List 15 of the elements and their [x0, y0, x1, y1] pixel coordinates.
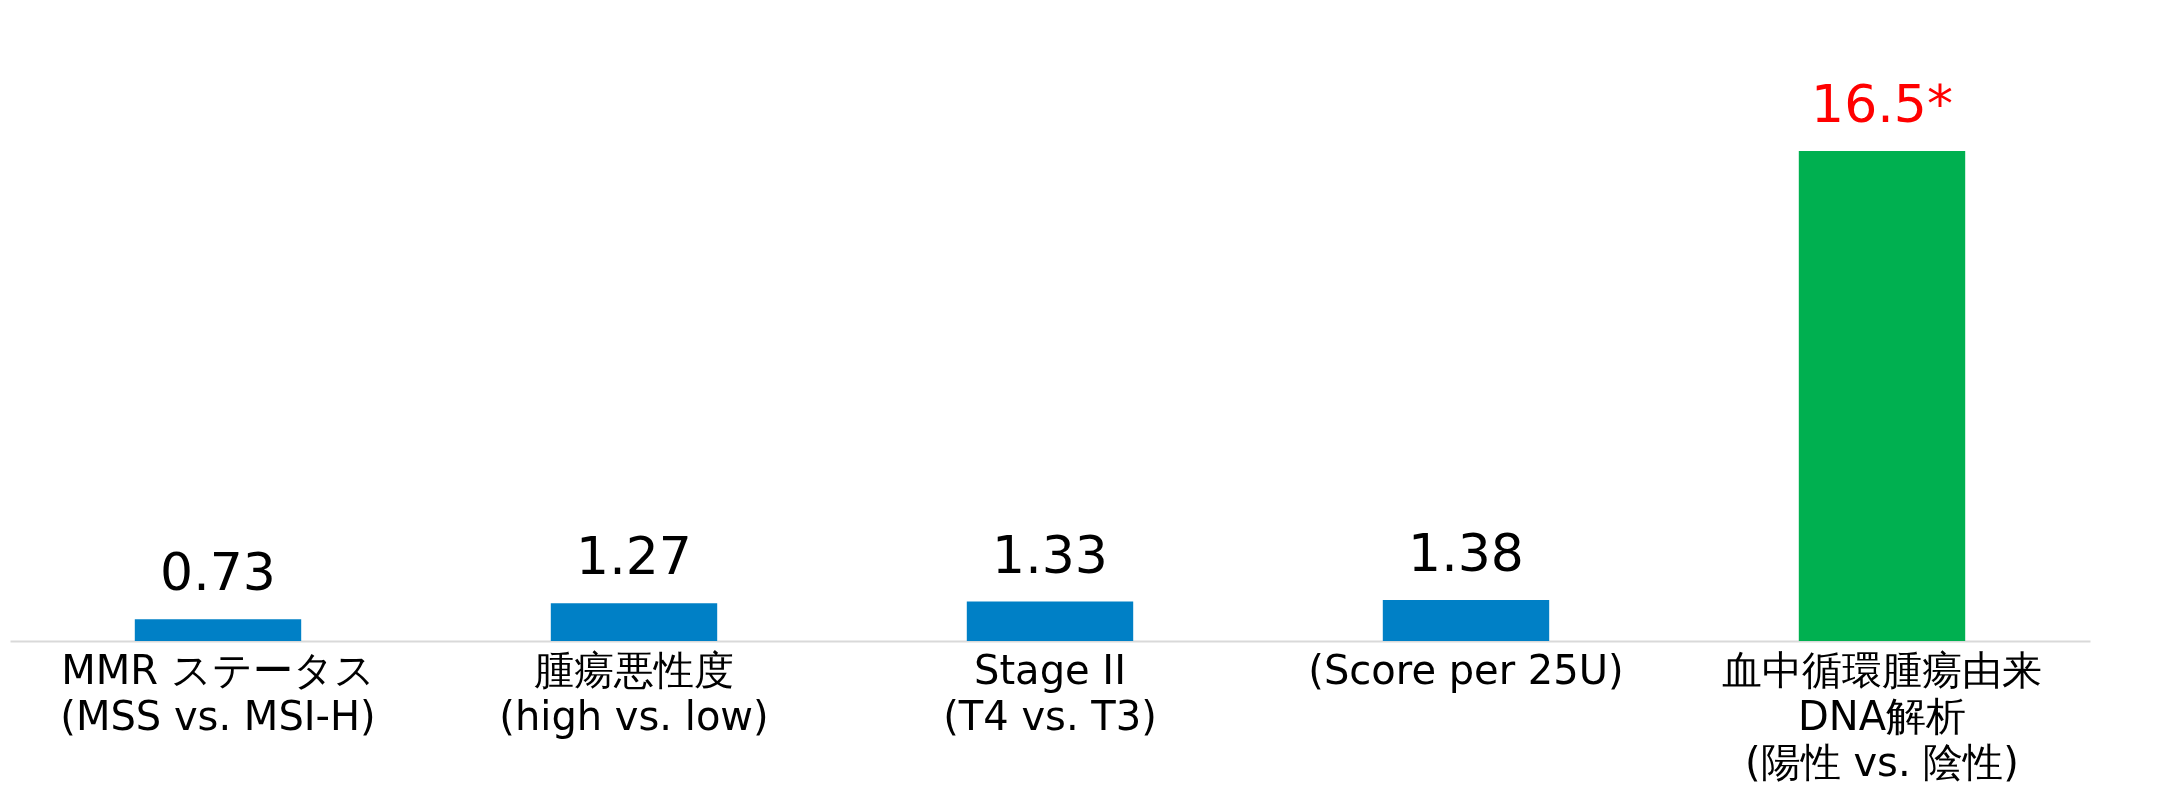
x-tick-label: (Score per 25U)	[1308, 646, 1624, 693]
bar	[1382, 600, 1550, 641]
data-label: 1.38	[1408, 523, 1524, 584]
data-label: 1.27	[576, 526, 692, 587]
bar	[1798, 151, 1966, 641]
bar	[134, 619, 302, 641]
x-tick-label: Stage II (T4 vs. T3)	[943, 646, 1157, 739]
bar	[966, 601, 1134, 641]
data-label: 16.5*	[1811, 74, 1953, 134]
x-tick-label: 血中循環腫瘍由来 DNA解析 (陽性 vs. 陰性)	[1722, 646, 2042, 785]
bar	[550, 603, 718, 641]
data-label: 0.73	[160, 542, 276, 603]
x-tick-label: 腫瘍悪性度 (high vs. low)	[499, 646, 769, 739]
x-tick-label: MMR ステータス (MSS vs. MSI-H)	[60, 646, 376, 739]
data-label: 1.33	[992, 524, 1108, 585]
